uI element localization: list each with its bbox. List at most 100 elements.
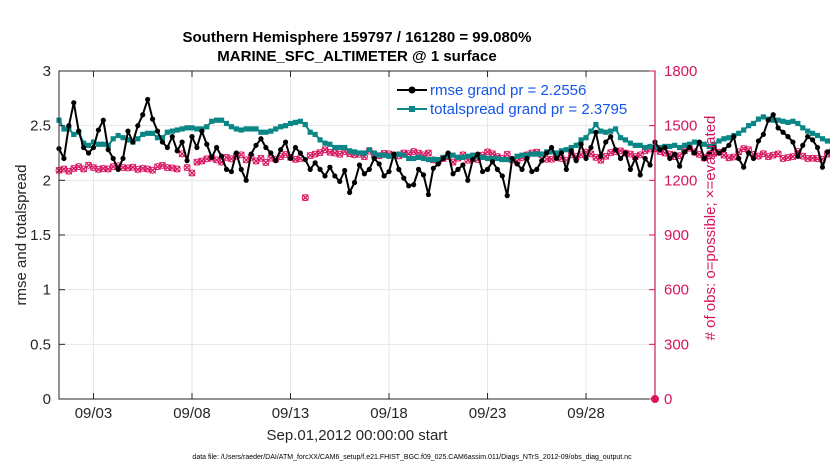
totalspread-point — [361, 150, 367, 156]
totalspread-point — [248, 126, 254, 132]
rmse-point — [366, 166, 372, 172]
totalspread-point — [184, 125, 190, 131]
totalspread-point — [179, 126, 185, 132]
totalspread-point — [460, 154, 466, 160]
totalspread-point — [612, 126, 619, 132]
obs-possible-marker — [804, 154, 812, 162]
rmse-point — [810, 137, 816, 143]
rmse-point — [169, 134, 175, 140]
obs-possible-marker — [94, 165, 102, 173]
y-tick-label: 1 — [43, 282, 51, 299]
obs-point — [424, 149, 432, 157]
x-tick-label: 09/08 — [173, 405, 211, 422]
y-tick-label: 1.5 — [30, 227, 51, 244]
totalspread-point — [302, 121, 308, 128]
rmse-point — [430, 165, 436, 171]
obs-possible-marker — [183, 164, 191, 172]
rmse-point — [71, 100, 77, 106]
legend-label-spread: totalspread grand pr = 2.3795 — [430, 101, 627, 118]
chart-title: Southern Hemisphere 159797 / 161280 = 99… — [183, 29, 532, 46]
rmse-point — [361, 171, 367, 177]
rmse-point — [85, 150, 92, 156]
obs-point — [237, 151, 245, 159]
rmse-point — [76, 128, 82, 134]
obs-possible-marker — [149, 166, 157, 174]
totalspread-point — [228, 124, 234, 130]
rmse-point — [115, 166, 121, 172]
rmse-point — [278, 147, 284, 153]
rmse-point — [770, 112, 776, 118]
obs-possible-marker — [124, 164, 132, 172]
y-right-tick-label: 900 — [664, 227, 689, 244]
rmse-point — [411, 182, 417, 188]
totalspread-point — [322, 140, 328, 146]
rmse-point — [573, 158, 579, 164]
rmse-point — [677, 163, 683, 169]
totalspread-point — [386, 153, 392, 159]
totalspread-point — [268, 128, 274, 134]
totalspread-point — [465, 153, 471, 159]
rmse-point — [780, 129, 786, 135]
obs-point — [188, 169, 196, 177]
y-axis-label-right: # of obs: o=possible; ×=evaluated — [702, 116, 719, 341]
totalspread-point — [716, 138, 722, 144]
obs-evaluated-marker — [503, 150, 511, 158]
rmse-point — [612, 147, 619, 153]
rmse-point — [159, 139, 166, 145]
rmse-point — [760, 131, 766, 138]
totalspread-point — [805, 128, 811, 134]
rmse-point — [90, 144, 97, 151]
totalspread-point — [381, 152, 387, 158]
totalspread-point — [164, 129, 170, 135]
totalspread-point — [223, 120, 230, 127]
totalspread-point — [489, 155, 496, 162]
rmse-point — [593, 129, 599, 135]
totalspread-point — [297, 118, 303, 124]
y-right-tick-label: 1800 — [664, 63, 697, 80]
totalspread-point — [174, 127, 180, 133]
rmse-point — [189, 134, 195, 140]
totalspread-point — [214, 117, 220, 123]
obs-possible-marker — [262, 158, 270, 166]
rmse-point — [657, 147, 663, 153]
totalspread-point — [770, 117, 776, 123]
rmse-point — [135, 123, 141, 129]
totalspread-point — [622, 137, 629, 143]
totalspread-point — [736, 130, 742, 136]
rmse-point — [149, 116, 156, 122]
rmse-point — [164, 144, 170, 151]
obs-possible-marker — [326, 148, 334, 156]
rmse-point — [514, 161, 520, 167]
totalspread-point — [686, 141, 693, 147]
totalspread-point — [745, 123, 752, 129]
totalspread-point — [253, 126, 259, 132]
totalspread-point — [637, 142, 643, 148]
totalspread-point — [278, 124, 284, 130]
totalspread-point — [411, 155, 417, 162]
totalspread-point — [494, 155, 500, 162]
totalspread-point — [342, 144, 348, 151]
totalspread-point — [775, 117, 781, 123]
rmse-point — [696, 139, 702, 145]
totalspread-point — [642, 144, 648, 151]
totalspread-point — [539, 151, 545, 157]
rmse-point — [228, 168, 234, 175]
obs-point — [503, 150, 511, 158]
totalspread-point — [356, 150, 363, 156]
rmse-point — [662, 144, 668, 151]
totalspread-point — [819, 136, 826, 142]
totalspread-point — [194, 126, 200, 132]
totalspread-point — [376, 152, 382, 158]
legend-label-rmse: rmse grand pr = 2.2556 — [430, 82, 586, 99]
rmse-point — [711, 144, 717, 151]
obs-evaluated-marker — [173, 165, 181, 173]
obs-evaluated-marker — [237, 151, 245, 159]
obs-point — [301, 194, 309, 202]
totalspread-point — [85, 142, 92, 148]
totalspread-point — [125, 137, 131, 143]
rmse-point — [642, 155, 648, 162]
rmse-point — [322, 173, 328, 179]
rmse-point — [785, 134, 791, 140]
rmse-point — [716, 150, 722, 156]
chart-subtitle: MARINE_SFC_ALTIMETER @ 1 surface — [217, 48, 496, 65]
